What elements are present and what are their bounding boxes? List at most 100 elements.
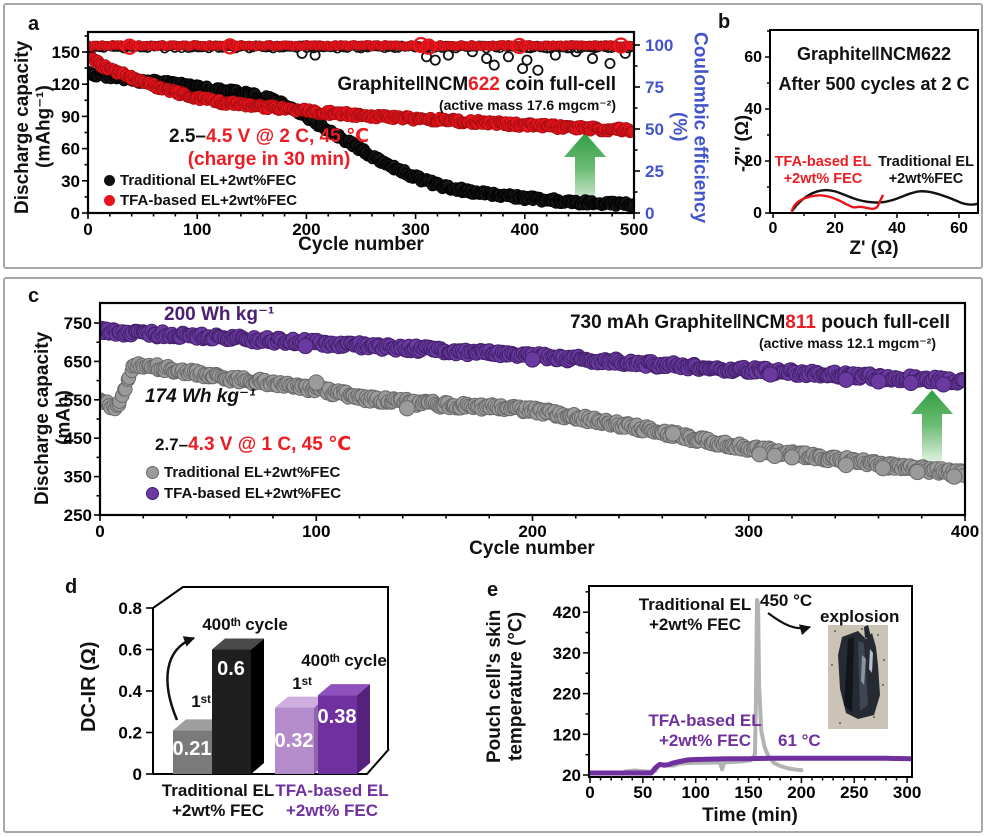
panel-a-y-axis-title: Discharge capacity (mAhg⁻¹) <box>12 32 55 222</box>
panel-b-title-line1: Graphite‖NCM622 <box>797 44 951 64</box>
svg-text:0: 0 <box>769 220 778 237</box>
svg-text:0: 0 <box>83 220 92 239</box>
panel-c-tick-labels: 0 100 200 300 400 250 350 450 550 650 750 <box>64 314 980 541</box>
black-dot-icon <box>104 175 115 186</box>
panel-d-tag: d <box>65 576 78 598</box>
svg-text:400: 400 <box>511 220 539 239</box>
panel-c-title-post: pouch full-cell <box>815 312 950 333</box>
panel-a-y2-axis-title-line2: (%) <box>668 112 690 142</box>
svg-text:40: 40 <box>888 220 906 237</box>
panel-e-label-traditional-line2: +2wt% FEC <box>648 615 742 635</box>
svg-text:200: 200 <box>787 783 815 802</box>
panel-c-y-axis-title: Discharge capacity (mAh) <box>32 318 75 518</box>
svg-text:0: 0 <box>95 522 104 541</box>
svg-text:100: 100 <box>645 36 673 55</box>
svg-text:0.2: 0.2 <box>118 724 142 743</box>
panel-a-legend-item-tfa: TFA-based EL+2wt%FEC <box>104 192 297 209</box>
bar-400th-cycle <box>318 684 370 774</box>
panel-a-title-highlight: 622 <box>468 74 500 95</box>
svg-text:0: 0 <box>133 765 142 784</box>
panel-c-condition-black: 2.7– <box>155 435 189 454</box>
legend-label: TFA-based EL+2wt%FEC <box>164 485 342 502</box>
panel-a-subtitle: (active mass 17.6 mgcm⁻²) <box>438 96 616 113</box>
panel-e-label-tfa-line2: +2wt% FEC <box>658 731 752 751</box>
svg-text:200: 200 <box>518 522 546 541</box>
panel-e-explosion-label: explosion <box>820 607 900 626</box>
panel-d-tick-labels: 0 0.2 0.4 0.6 0.8 <box>118 599 142 784</box>
panel-b-chart: 0 20 40 60 0 20 40 60 <box>744 29 979 237</box>
panel-e-label-tfa: TFA-based EL +2wt% FEC <box>635 711 775 752</box>
explosion-arrow <box>767 612 812 636</box>
panel-c-y-axis-title-line1: Discharge capacity <box>32 331 53 505</box>
panel-b-x-axis-title: Z' (Ω) <box>849 238 899 259</box>
svg-text:400: 400 <box>951 522 979 541</box>
panel-d-axes <box>146 607 153 775</box>
svg-text:750: 750 <box>64 314 92 333</box>
panel-e-y-axis-title-line2: temperature (°C) <box>505 611 527 761</box>
purple-dot-icon <box>146 487 159 500</box>
red-dot-icon <box>104 195 115 206</box>
panel-b-tag: b <box>718 11 731 33</box>
panel-c-y-axis-title-line2: (mAh) <box>53 390 75 446</box>
panel-a-y2-axis-title-line1: Coulombic efficiency <box>689 32 711 224</box>
panel-b-y-axis-title: -Z'' (Ω) <box>732 115 752 173</box>
panel-b-label-traditional-line1: Traditional EL <box>878 154 974 170</box>
panel-e-y-axis-title-line1: Pouch cell's skin <box>484 609 505 763</box>
panel-d-y-axis-title: DC-IR (Ω) <box>78 641 100 733</box>
svg-text:100: 100 <box>682 783 710 802</box>
panel-c-tag: c <box>28 285 40 307</box>
panel-a-y-axis-title-line1: Discharge capacity <box>12 40 33 214</box>
svg-text:100: 100 <box>302 522 330 541</box>
svg-text:220: 220 <box>553 685 581 704</box>
panel-d-category-tfa: TFA-based EL +2wt% FEC <box>262 781 402 822</box>
legend-label: Traditional EL+2wt%FEC <box>120 172 297 189</box>
panel-b-label-tfa-line2: +2wt% FEC <box>783 171 863 188</box>
panel-e-label-traditional-line1: Traditional EL <box>638 595 752 614</box>
svg-text:200: 200 <box>292 220 320 239</box>
svg-text:450: 450 <box>64 429 92 448</box>
svg-text:150: 150 <box>734 783 762 802</box>
svg-text:50: 50 <box>645 120 664 139</box>
panel-e-tag: e <box>487 579 499 601</box>
svg-text:0.4: 0.4 <box>118 682 142 701</box>
panel-c-energy-purple: 200 Wh kg⁻¹ <box>164 304 275 325</box>
svg-text:60: 60 <box>61 140 80 159</box>
svg-text:250: 250 <box>840 783 868 802</box>
panel-d-bar-value-4: 0.38 <box>317 706 357 728</box>
increase-arrow <box>166 636 196 721</box>
panel-a-y-axis-title-line2: (mAhg⁻¹) <box>33 85 55 169</box>
panel-b-label-tfa: TFA-based EL +2wt% FEC <box>768 154 878 189</box>
panel-d: 0 0.2 0.4 0.6 0.8 d DC-IR (Ω) 1ˢᵗ 400ᵗʰ cycl… <box>34 565 454 835</box>
svg-text:20: 20 <box>826 220 844 237</box>
category-line1: Traditional EL <box>161 781 275 800</box>
svg-text:25: 25 <box>645 162 664 181</box>
svg-text:20: 20 <box>562 766 581 785</box>
panel-a-condition-black: 2.5– <box>169 126 206 147</box>
gray-dot-icon <box>146 466 159 479</box>
panel-e-chart: 0 50 100 150 200 250 300 20 120 220 320 420 <box>553 585 921 802</box>
svg-text:0: 0 <box>753 205 762 222</box>
category-line1: TFA-based EL <box>275 781 389 800</box>
series-traditional-eis <box>790 188 978 213</box>
svg-text:20: 20 <box>744 153 762 170</box>
svg-text:300: 300 <box>735 522 763 541</box>
panel-e: 0 50 100 150 200 250 300 20 120 220 320 420 e Pouch… <box>454 565 987 837</box>
svg-text:0: 0 <box>585 783 594 802</box>
svg-text:120: 120 <box>52 75 80 94</box>
panel-d-anno-400-traditional: 400ᵗʰ cycle <box>202 615 288 634</box>
improvement-arrow <box>911 390 953 467</box>
svg-text:350: 350 <box>64 468 92 487</box>
series-ce-tfa <box>88 36 634 55</box>
svg-text:90: 90 <box>61 107 80 126</box>
panel-d-bar-value-2: 0.6 <box>217 658 245 680</box>
category-line2: +2wt% FEC <box>171 801 265 821</box>
svg-text:100: 100 <box>183 220 211 239</box>
panel-e-plateau-label: 61 °C <box>778 731 821 750</box>
panel-c-legend-item-traditional: Traditional EL+2wt%FEC <box>146 464 340 481</box>
svg-text:75: 75 <box>645 78 664 97</box>
explosion-photo <box>828 625 888 729</box>
svg-text:650: 650 <box>64 352 92 371</box>
svg-text:0: 0 <box>71 204 80 223</box>
